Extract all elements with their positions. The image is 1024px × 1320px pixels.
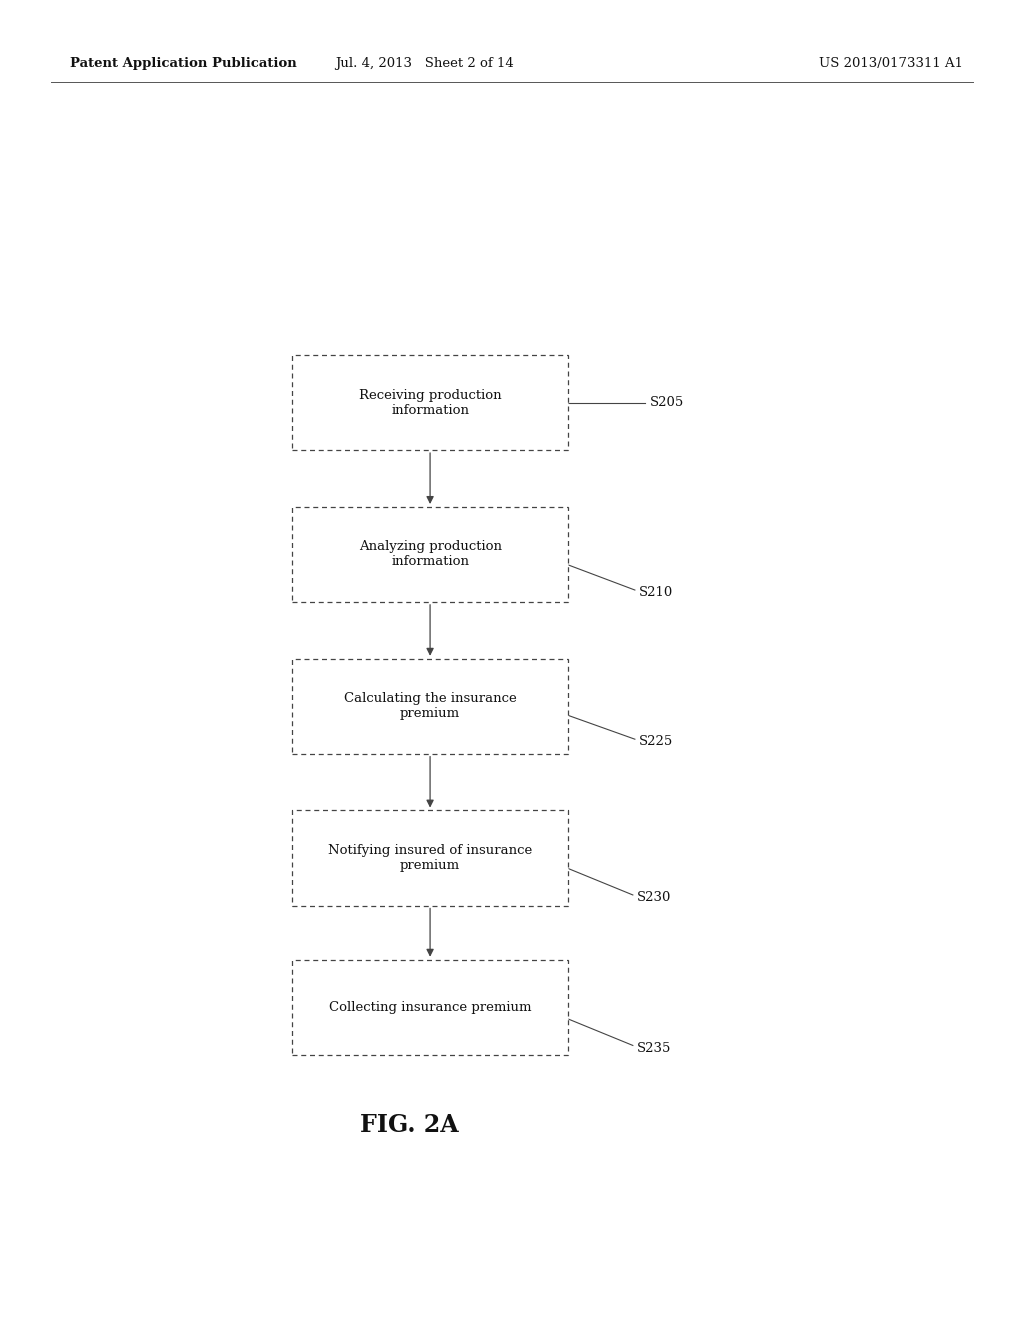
Text: S210: S210: [639, 586, 673, 599]
Text: Calculating the insurance
premium: Calculating the insurance premium: [344, 692, 516, 721]
Text: Receiving production
information: Receiving production information: [358, 388, 502, 417]
FancyBboxPatch shape: [292, 355, 568, 450]
FancyBboxPatch shape: [292, 507, 568, 602]
FancyBboxPatch shape: [292, 960, 568, 1055]
Text: S230: S230: [637, 891, 672, 904]
Text: FIG. 2A: FIG. 2A: [360, 1113, 459, 1137]
FancyBboxPatch shape: [292, 659, 568, 754]
Text: Patent Application Publication: Patent Application Publication: [70, 57, 296, 70]
Text: Jul. 4, 2013   Sheet 2 of 14: Jul. 4, 2013 Sheet 2 of 14: [336, 57, 514, 70]
Text: Collecting insurance premium: Collecting insurance premium: [329, 1001, 531, 1014]
FancyBboxPatch shape: [292, 810, 568, 906]
Text: US 2013/0173311 A1: US 2013/0173311 A1: [819, 57, 963, 70]
Text: Notifying insured of insurance
premium: Notifying insured of insurance premium: [328, 843, 532, 873]
Text: Analyzing production
information: Analyzing production information: [358, 540, 502, 569]
Text: S205: S205: [650, 396, 684, 409]
Text: S225: S225: [639, 735, 673, 748]
Text: S235: S235: [637, 1041, 672, 1055]
